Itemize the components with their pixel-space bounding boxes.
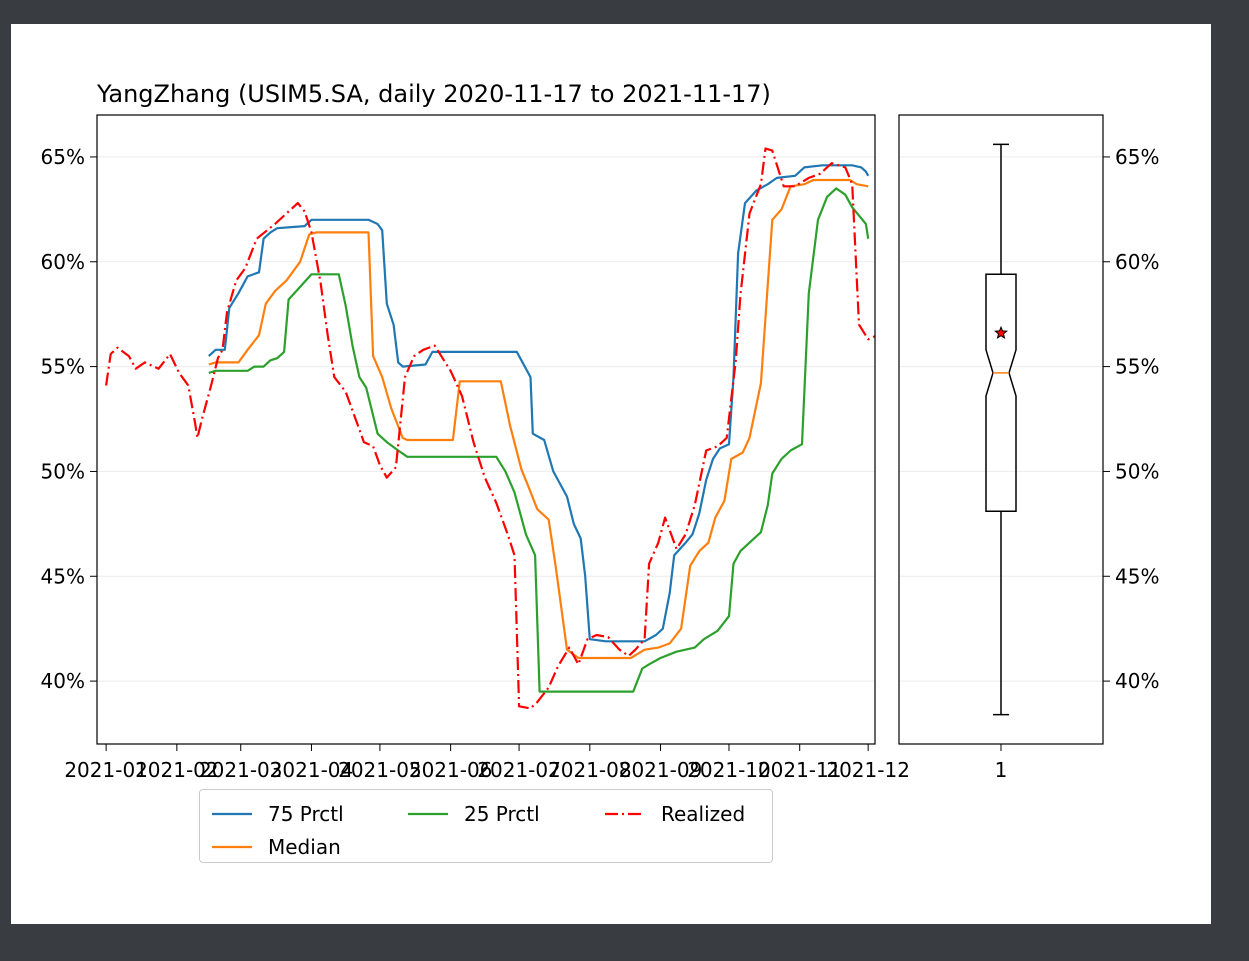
legend-item-75-prctl: 75 Prctl xyxy=(210,800,344,828)
box-y-tick-label: 55% xyxy=(1115,355,1159,379)
y-tick-label: 45% xyxy=(41,564,85,588)
x-tick-label: 2021-09 xyxy=(619,758,703,782)
series-median xyxy=(208,178,869,660)
x-tick-label: 2021-01 xyxy=(64,758,148,782)
legend-label: Realized xyxy=(661,802,746,826)
x-tick-label: 2021-08 xyxy=(548,758,632,782)
legend-item-median: Median xyxy=(210,833,341,861)
box-y-tick-label: 40% xyxy=(1115,669,1159,693)
series-realized xyxy=(105,147,875,710)
x-tick-label: 2021-11 xyxy=(758,758,842,782)
y-tick-label: 60% xyxy=(41,250,85,274)
y-tick-label: 40% xyxy=(41,669,85,693)
legend-label: Median xyxy=(268,835,341,859)
chart-svg: 40%45%50%55%60%65%2021-012021-022021-032… xyxy=(41,80,1160,782)
legend-swatch xyxy=(212,845,252,849)
legend-swatch xyxy=(212,812,252,816)
box-y-tick-label: 50% xyxy=(1115,459,1159,483)
y-tick-label: 55% xyxy=(41,355,85,379)
figure: 40% 45% 50% 55% 60% 65% 2021-01 2021-02 2021-03 2… xyxy=(11,24,1211,924)
plot-frame xyxy=(96,114,876,745)
legend-label: 25 Prctl xyxy=(464,802,540,826)
legend-label: 75 Prctl xyxy=(268,802,344,826)
x-tick-label: 2021-04 xyxy=(270,758,354,782)
chart-title: YangZhang (USIM5.SA, daily 2020-11-17 to… xyxy=(96,80,771,108)
series-75-prctl xyxy=(208,164,870,643)
box-y-tick-label: 45% xyxy=(1115,564,1159,588)
box-notched xyxy=(985,273,1017,513)
box-frame xyxy=(898,114,1104,745)
x-tick-label: 2021-02 xyxy=(135,758,219,782)
y-tick-label: 65% xyxy=(41,145,85,169)
legend-item-25-prctl: 25 Prctl xyxy=(406,800,540,828)
x-tick-label: 2021-06 xyxy=(409,758,493,782)
legend: 75 Prctl Median 25 Prctl Realized xyxy=(199,789,773,863)
y-tick-label: 50% xyxy=(41,459,85,483)
box-y-tick-label: 65% xyxy=(1115,145,1159,169)
x-tick-label: 2021-03 xyxy=(199,758,283,782)
x-tick-label: 2021-07 xyxy=(477,758,561,782)
x-tick-label: 2021-05 xyxy=(338,758,422,782)
mean-star-marker xyxy=(994,325,1008,339)
legend-swatch xyxy=(605,812,645,816)
series-25-prctl xyxy=(208,187,870,693)
legend-item-realized: Realized xyxy=(603,800,745,828)
box-y-tick-label: 60% xyxy=(1115,250,1159,274)
x-tick-label: 2021-10 xyxy=(687,758,771,782)
box-x-tick-label: 1 xyxy=(995,758,1008,782)
legend-swatch xyxy=(408,812,448,816)
x-tick-label: 2021-12 xyxy=(826,758,910,782)
